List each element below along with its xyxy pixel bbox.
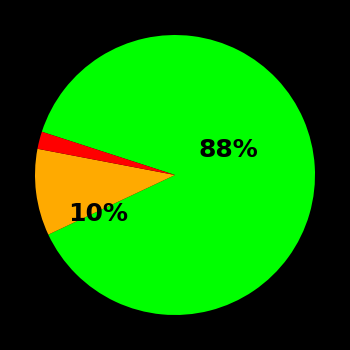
Wedge shape — [35, 149, 175, 234]
Text: 10%: 10% — [68, 202, 128, 226]
Wedge shape — [42, 35, 315, 315]
Wedge shape — [37, 132, 175, 175]
Text: 88%: 88% — [198, 138, 258, 162]
